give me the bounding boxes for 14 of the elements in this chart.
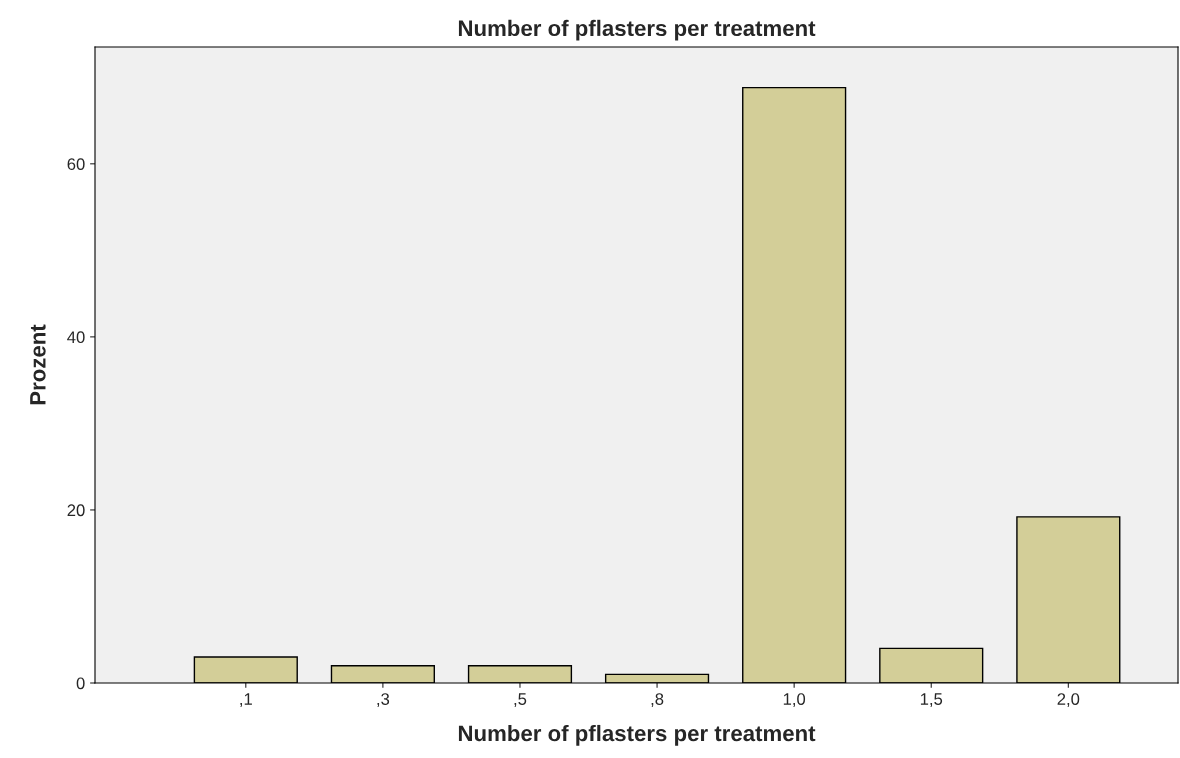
chart-title: Number of pflasters per treatment — [458, 19, 816, 41]
y-axis-title: Prozent — [30, 324, 46, 405]
y-tick-label: 0 — [76, 677, 85, 690]
x-tick-label: ,1 — [240, 693, 252, 707]
x-tick-label: ,8 — [651, 693, 664, 707]
y-tick-label: 20 — [67, 504, 85, 517]
x-tick-label: ,3 — [377, 693, 390, 707]
y-tick-label: 40 — [67, 331, 85, 344]
x-tick-label: ,5 — [514, 693, 527, 707]
x-tick-label: 2,0 — [1057, 693, 1080, 707]
x-tick-label: 1,5 — [920, 693, 943, 707]
x-tick-label: 1,0 — [783, 693, 806, 707]
y-tick-label: 60 — [67, 158, 85, 171]
x-axis-title: Number of pflasters per treatment — [458, 724, 816, 746]
